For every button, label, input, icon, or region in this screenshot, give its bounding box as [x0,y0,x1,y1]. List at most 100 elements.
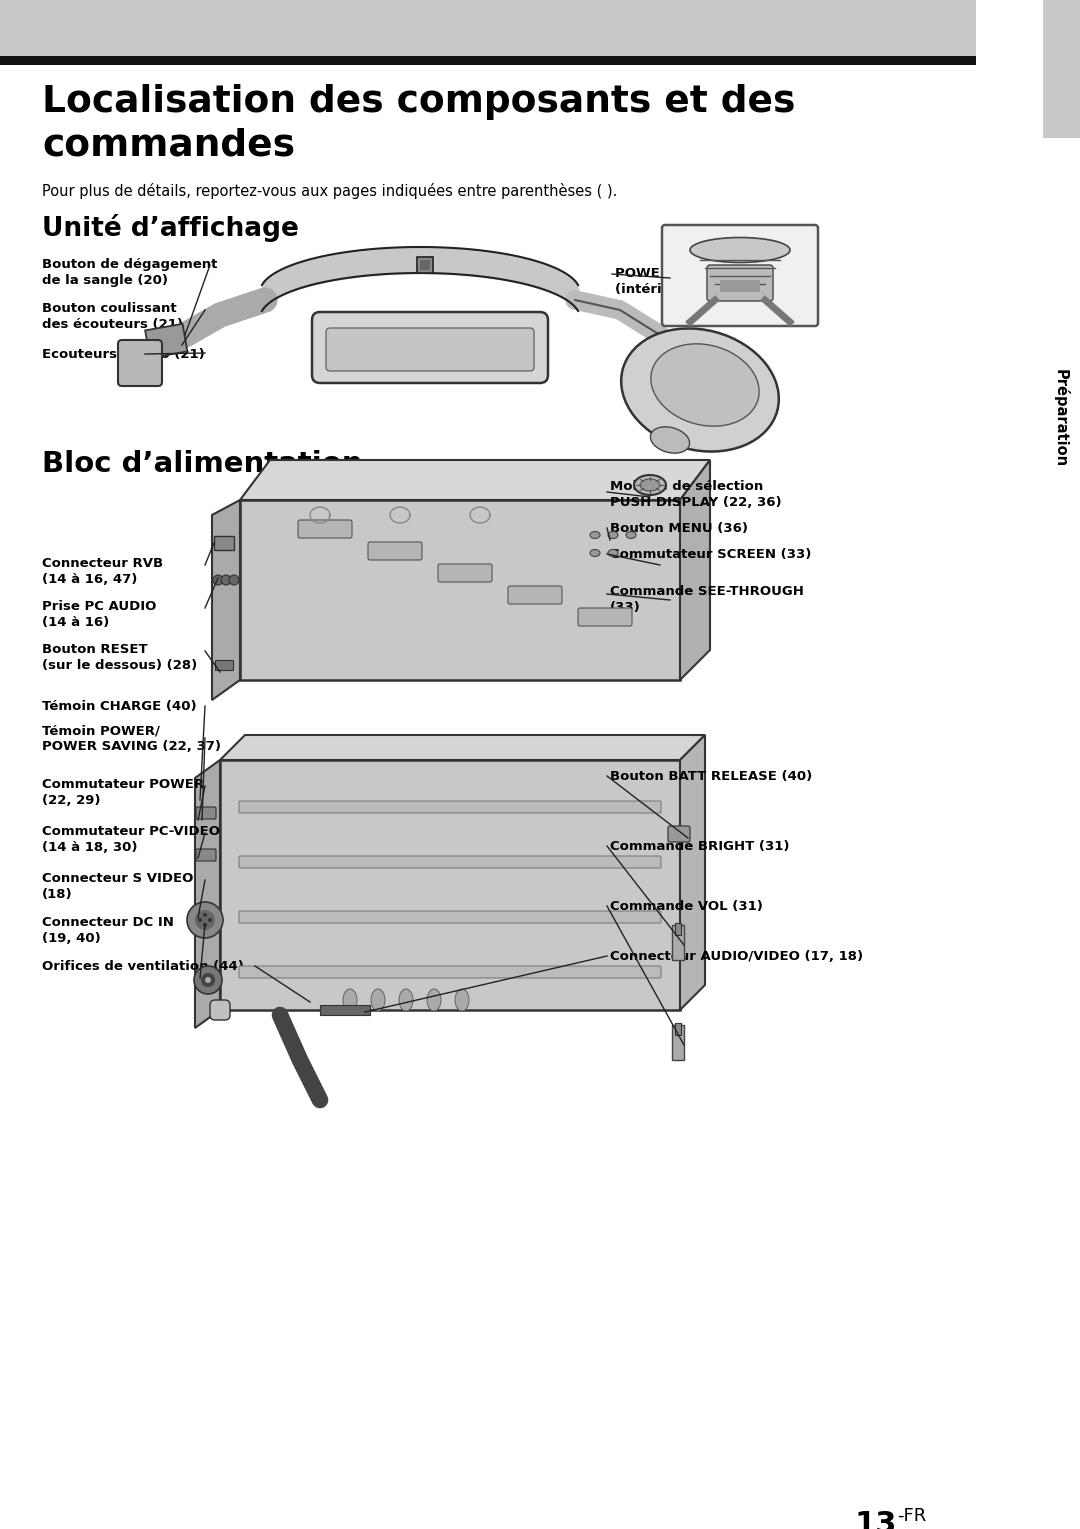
Polygon shape [195,760,220,1027]
Text: Témoin CHARGE (40): Témoin CHARGE (40) [42,700,197,713]
FancyBboxPatch shape [368,541,422,560]
Text: Préparation: Préparation [1053,368,1069,466]
Text: Pour plus de détails, reportez-vous aux pages indiquées entre parenthèses ( ).: Pour plus de détails, reportez-vous aux … [42,183,618,199]
Text: Commande SEE-THROUGH: Commande SEE-THROUGH [610,586,804,598]
Ellipse shape [634,476,666,495]
Polygon shape [240,500,680,680]
Bar [672,1024,684,1060]
Polygon shape [240,460,710,500]
Circle shape [205,977,211,983]
Text: Bouton de dégagement: Bouton de dégagement [42,258,217,271]
Circle shape [195,910,215,930]
Text: POWER SAVING SENSOR: POWER SAVING SENSOR [615,268,796,280]
Text: Connecteur DC IN: Connecteur DC IN [42,916,174,930]
Polygon shape [220,760,680,1011]
Ellipse shape [690,237,789,263]
Ellipse shape [650,427,690,453]
Text: (14 à 16, 47): (14 à 16, 47) [42,573,137,586]
Ellipse shape [427,989,441,1011]
Ellipse shape [372,989,384,1011]
Bar [417,257,433,274]
FancyBboxPatch shape [312,312,548,382]
Ellipse shape [608,532,618,538]
Text: PUSH DISPLAY (22, 36): PUSH DISPLAY (22, 36) [610,495,782,509]
Ellipse shape [651,344,759,427]
Circle shape [187,902,222,937]
FancyBboxPatch shape [508,586,562,604]
Text: (22, 29): (22, 29) [42,794,100,807]
Polygon shape [680,460,710,680]
Text: de la sangle (20): de la sangle (20) [42,274,168,287]
Bar [675,924,681,936]
Text: Connecteur S VIDEO: Connecteur S VIDEO [42,872,193,885]
Text: Orifices de ventilation (44): Orifices de ventilation (44) [42,960,244,972]
FancyBboxPatch shape [326,329,534,372]
Text: Unité d’affichage: Unité d’affichage [42,214,299,242]
Bar [672,925,684,960]
Circle shape [213,575,222,586]
Text: -FR: -FR [897,1508,927,1524]
Text: Bouton coulissant: Bouton coulissant [42,303,177,315]
Ellipse shape [621,329,779,451]
Circle shape [203,924,207,927]
FancyBboxPatch shape [239,911,661,924]
Circle shape [229,575,239,586]
FancyBboxPatch shape [707,265,773,301]
FancyBboxPatch shape [239,856,661,868]
Polygon shape [212,500,240,700]
Text: commandes: commandes [42,128,295,164]
Text: Molette de sélection: Molette de sélection [610,480,764,492]
Text: Bouton MENU (36): Bouton MENU (36) [610,521,748,535]
Text: (14 à 18, 30): (14 à 18, 30) [42,841,137,855]
Bar [675,1023,681,1035]
Text: Bloc d’alimentation: Bloc d’alimentation [42,450,363,479]
Bar [215,661,233,670]
Text: (sur le dessous) (28): (sur le dessous) (28) [42,659,198,673]
Text: Localisation des composants et des: Localisation des composants et des [42,84,795,119]
FancyBboxPatch shape [298,520,352,538]
Text: Commande BRIGHT (31): Commande BRIGHT (31) [610,839,789,853]
Text: Bouton BATT RELEASE (40): Bouton BATT RELEASE (40) [610,771,812,783]
Circle shape [221,575,231,586]
FancyBboxPatch shape [210,1000,230,1020]
Circle shape [194,966,222,994]
Text: Commutateur SCREEN (33): Commutateur SCREEN (33) [610,547,811,561]
Ellipse shape [608,549,618,557]
Text: Commutateur PC-VIDEO: Commutateur PC-VIDEO [42,826,220,838]
Bar [320,1005,370,1015]
FancyBboxPatch shape [662,225,818,326]
Bar [420,260,430,271]
Ellipse shape [343,989,357,1011]
Text: des écouteurs (21): des écouteurs (21) [42,318,183,330]
FancyBboxPatch shape [669,826,690,842]
Circle shape [198,917,202,922]
FancyBboxPatch shape [578,609,632,625]
FancyBboxPatch shape [438,564,492,583]
Text: Connecteur RVB: Connecteur RVB [42,557,163,570]
Bar [0,0,976,57]
Bar [214,537,234,550]
Polygon shape [220,735,705,760]
Text: (19, 40): (19, 40) [42,933,100,945]
FancyBboxPatch shape [239,801,661,813]
Bar [0,57,976,66]
Bar [1043,0,1080,138]
Ellipse shape [455,989,469,1011]
Ellipse shape [626,532,636,538]
Text: Bouton RESET: Bouton RESET [42,644,148,656]
Circle shape [203,913,207,917]
FancyBboxPatch shape [118,339,162,385]
Ellipse shape [640,479,660,491]
Text: Ecouteurs stéréo (21): Ecouteurs stéréo (21) [42,349,205,361]
Ellipse shape [590,532,600,538]
Text: Connecteur AUDIO/VIDEO (17, 18): Connecteur AUDIO/VIDEO (17, 18) [610,950,863,963]
Text: (33): (33) [610,601,640,615]
Text: Commande VOL (31): Commande VOL (31) [610,901,762,913]
Polygon shape [680,735,705,1011]
Text: POWER SAVING (22, 37): POWER SAVING (22, 37) [42,740,221,752]
Text: 13: 13 [855,1511,897,1529]
Text: (18): (18) [42,888,72,901]
Text: Prise PC AUDIO: Prise PC AUDIO [42,599,157,613]
Text: Témoin POWER/: Témoin POWER/ [42,725,160,737]
Bar [145,324,188,358]
